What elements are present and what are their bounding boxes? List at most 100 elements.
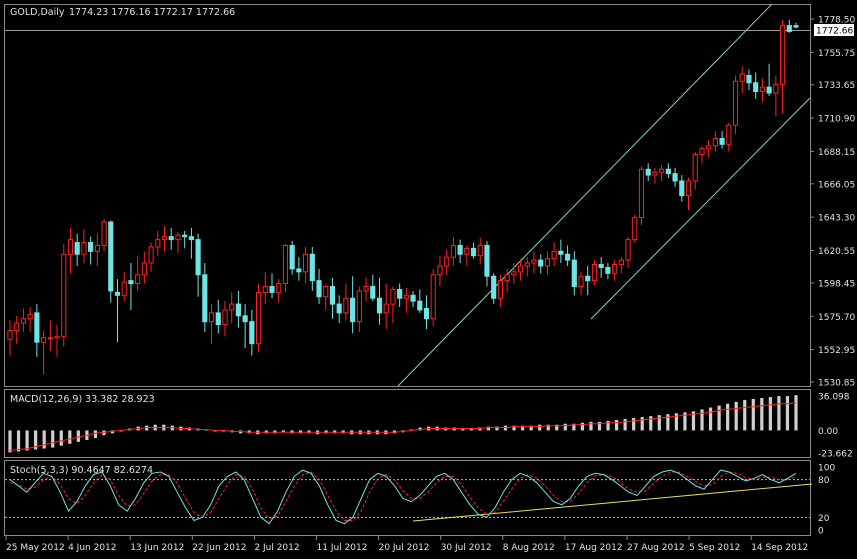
- candle-body-bull: [551, 250, 557, 260]
- candle-body-bull: [81, 242, 87, 255]
- candle-body-bear: [376, 297, 383, 314]
- candle-body-bull: [54, 335, 60, 339]
- stoch-title: Stoch(5,3,3) 90.4647 82.6274: [10, 465, 153, 476]
- macd-histogram-bar: [768, 397, 772, 431]
- y-tick-label: 1575.70: [818, 313, 855, 323]
- candle-body-bull: [403, 294, 409, 299]
- y-tick-label: 1530.85: [818, 379, 855, 389]
- candle-body-bull: [356, 290, 362, 323]
- macd-histogram-bar: [521, 425, 525, 431]
- candle-body-bear: [538, 259, 544, 267]
- macd-histogram-bar: [555, 424, 559, 431]
- macd-histogram-bar: [777, 396, 781, 431]
- macd-histogram-bar: [606, 420, 610, 431]
- macd-histogram-bar: [16, 430, 21, 452]
- candle-body-bear: [397, 288, 403, 299]
- x-tick-label: 4 Jun 2012: [68, 543, 116, 553]
- macd-histogram-bar: [8, 430, 12, 453]
- stoch-y-tick-label: 80: [818, 476, 830, 486]
- candle-body-bear: [202, 274, 208, 323]
- candle-body-bear: [74, 242, 80, 255]
- y-tick-label: 1710.90: [818, 115, 855, 125]
- candle-body-bull: [41, 337, 47, 343]
- candle-body-bull: [632, 217, 638, 241]
- y-tick-label: 1778.50: [818, 16, 855, 26]
- candle-body-bull: [323, 286, 329, 298]
- candle-body-bull: [61, 253, 67, 337]
- macd-histogram-bar: [666, 414, 670, 431]
- x-tick-label: 5 Sep 2012: [689, 543, 740, 553]
- candle-body-bear: [350, 297, 356, 323]
- candle-body-bear: [605, 266, 611, 274]
- candle-body-bear: [598, 264, 604, 268]
- macd-histogram-bar: [785, 396, 790, 431]
- candle-body-bull: [612, 264, 618, 274]
- y-tick-label: 1598.45: [818, 279, 855, 289]
- candle-body-bull: [726, 124, 732, 145]
- macd-histogram-bar: [794, 395, 798, 431]
- candle-body-bear: [309, 253, 315, 282]
- macd-histogram-bar: [597, 421, 602, 431]
- current-price-label: 1772.66: [816, 27, 853, 37]
- candle-body-bull: [732, 80, 739, 126]
- main-panel-frame: [4, 4, 811, 387]
- macd-histogram-bar: [495, 426, 499, 431]
- macd-histogram-bar: [221, 430, 226, 432]
- macd-histogram-bar: [691, 411, 696, 431]
- y-tick-label: 1643.30: [818, 214, 855, 224]
- candle-body-bear: [766, 86, 772, 94]
- macd-histogram-bar: [119, 430, 123, 432]
- candle-body-bear: [470, 247, 477, 257]
- candle-body-bull: [504, 274, 510, 282]
- macd-histogram-bar: [700, 409, 704, 431]
- candle-body-bull: [618, 259, 624, 266]
- macd-histogram-bar: [734, 401, 738, 431]
- candle-body-bull: [20, 318, 27, 324]
- macd-histogram-bar: [444, 427, 448, 431]
- macd-histogram-bar: [614, 419, 619, 431]
- candle-body-bull: [685, 180, 692, 197]
- ohlc-readout: 1774.23 1776.16 1772.17 1772.66: [69, 7, 235, 18]
- candle-body-bull: [437, 265, 443, 276]
- x-tick-label: 25 May 2012: [6, 543, 65, 553]
- macd-histogram-bar: [25, 430, 29, 451]
- candle-body-bull: [524, 262, 530, 267]
- candle-body-bull: [67, 239, 74, 255]
- candle-body-bull: [659, 168, 665, 173]
- candle-body-bull: [739, 73, 745, 82]
- candle-body-bull: [706, 145, 712, 150]
- candle-body-bear: [457, 244, 463, 255]
- candle-body-bear: [786, 25, 792, 32]
- candle-body-bull: [779, 25, 786, 85]
- candle-body-bull: [517, 265, 524, 273]
- candle-body-bear: [665, 168, 671, 175]
- candle-body-bull: [544, 258, 551, 267]
- candle-body-bear: [793, 25, 799, 28]
- candle-body-bear: [215, 312, 221, 326]
- candle-body-bear: [565, 253, 571, 261]
- stoch-panel-frame: [4, 460, 811, 536]
- candle-body-bull: [477, 244, 483, 257]
- macd-histogram-bar: [563, 423, 567, 431]
- candle-body-bull: [94, 244, 100, 252]
- candle-body-bear: [753, 82, 759, 93]
- trend-channel-lower: [590, 97, 811, 320]
- candle-body-bear: [746, 74, 752, 84]
- macd-histogram-bar: [751, 398, 755, 431]
- macd-y-tick-label: 0.00: [818, 427, 838, 437]
- y-tick-label: 1755.75: [818, 49, 855, 59]
- candle-body-bull: [430, 274, 436, 320]
- macd-histogram-bar: [486, 426, 491, 431]
- macd-histogram-bar: [760, 398, 764, 431]
- candle-body-bull: [363, 286, 369, 292]
- stoch-d-line: [9, 471, 797, 521]
- macd-histogram-bar: [102, 430, 106, 436]
- candle-body-bear: [128, 280, 134, 285]
- macd-histogram-bar: [34, 430, 38, 450]
- macd-histogram-bar: [51, 430, 55, 448]
- y-tick-label: 1666.05: [818, 180, 855, 190]
- candle-body-bull: [450, 244, 456, 258]
- candle-body-bull: [343, 297, 349, 314]
